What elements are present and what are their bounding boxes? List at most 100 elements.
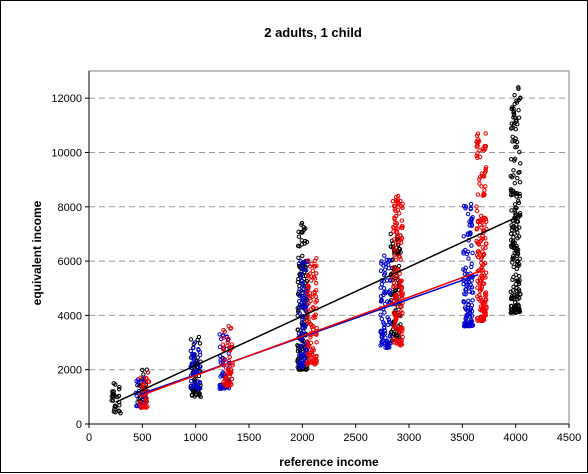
data-point (382, 331, 388, 336)
data-point (512, 292, 517, 298)
data-point (314, 263, 319, 268)
data-point (112, 404, 117, 409)
data-point (312, 258, 317, 264)
data-point (517, 225, 522, 230)
gridlines (89, 97, 569, 371)
data-point (217, 344, 223, 350)
data-point (384, 257, 389, 263)
data-point (391, 284, 396, 290)
data-point (188, 378, 194, 384)
data-point (301, 224, 307, 230)
y-tick-label: 12000 (51, 93, 82, 105)
data-point (312, 361, 318, 367)
data-point (512, 231, 517, 236)
data-point (299, 347, 305, 352)
data-point (227, 374, 232, 379)
data-point (512, 115, 518, 120)
data-point (381, 278, 386, 284)
data-point (305, 343, 310, 349)
data-point (221, 347, 226, 352)
data-point (111, 409, 117, 414)
data-point (392, 216, 397, 222)
data-point (305, 283, 311, 288)
data-point (391, 337, 396, 342)
data-point (514, 248, 520, 254)
data-point (467, 230, 473, 235)
data-point (474, 144, 479, 149)
data-point (465, 249, 471, 254)
x-tick-label: 4500 (557, 432, 581, 444)
data-point (508, 289, 513, 294)
data-point (299, 271, 305, 277)
data-point (300, 282, 306, 288)
y-tick-label: 8000 (58, 202, 82, 214)
data-point (385, 315, 390, 320)
data-point (392, 320, 398, 326)
data-point (192, 352, 197, 357)
chart-title: 2 adults, 1 child (264, 25, 362, 40)
data-point (398, 284, 403, 289)
data-point (462, 271, 468, 277)
data-point (195, 355, 200, 360)
data-point (393, 257, 399, 263)
data-point (305, 308, 310, 313)
data-point (195, 337, 200, 343)
data-point (514, 100, 520, 105)
data-point (296, 298, 302, 304)
data-point (514, 259, 520, 265)
data-point (465, 313, 470, 319)
data-point (225, 380, 231, 386)
data-point (483, 165, 489, 170)
x-tick-label: 3500 (450, 432, 474, 444)
data-point (466, 256, 471, 261)
data-point (518, 213, 523, 218)
data-point (468, 285, 473, 290)
data-point (313, 280, 319, 286)
data-point (483, 245, 488, 251)
data-point (140, 367, 145, 373)
data-point (479, 225, 484, 230)
data-point (296, 255, 301, 261)
data-point (511, 109, 517, 114)
data-point (475, 151, 480, 156)
data-point (297, 343, 303, 348)
data-point (461, 203, 467, 209)
data-point (305, 273, 311, 278)
data-point (109, 398, 114, 403)
data-point (482, 273, 487, 279)
data-point (477, 174, 483, 180)
data-point (222, 329, 227, 334)
data-point (474, 316, 480, 321)
data-point (400, 205, 405, 210)
data-point (300, 230, 305, 235)
data-point (511, 168, 516, 173)
data-point (474, 204, 479, 209)
data-point (464, 283, 469, 288)
data-point (228, 326, 233, 331)
data-point (379, 259, 384, 264)
data-point (514, 144, 520, 149)
data-point (516, 302, 521, 307)
data-point (483, 169, 488, 174)
data-point (518, 161, 523, 166)
data-point (399, 237, 404, 242)
data-point (509, 296, 515, 302)
data-point (482, 215, 487, 221)
data-point (469, 222, 474, 227)
data-point (509, 227, 515, 233)
data-point (512, 138, 517, 144)
data-point (480, 193, 485, 198)
data-point (197, 391, 202, 396)
data-point (483, 236, 488, 241)
data-point (138, 403, 143, 408)
data-point (475, 240, 480, 245)
data-point (482, 260, 488, 266)
data-point (378, 268, 384, 273)
data-point (483, 270, 489, 275)
data-point (308, 340, 314, 345)
y-axis-ticks: 0 2000 4000 6000 8000 10000 12000 (51, 71, 90, 431)
data-point (226, 336, 231, 342)
data-point (190, 352, 196, 357)
x-tick-label: 2000 (290, 432, 314, 444)
data-point (468, 206, 473, 212)
